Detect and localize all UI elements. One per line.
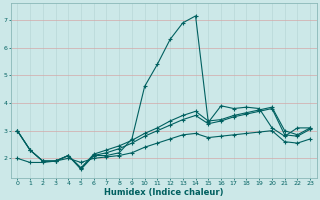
X-axis label: Humidex (Indice chaleur): Humidex (Indice chaleur) (104, 188, 223, 197)
